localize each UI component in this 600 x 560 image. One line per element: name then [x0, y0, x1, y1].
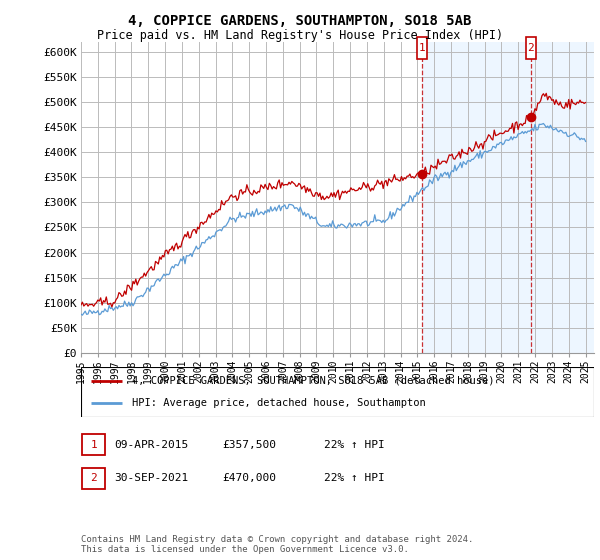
Text: 2: 2: [90, 473, 97, 483]
Text: HPI: Average price, detached house, Southampton: HPI: Average price, detached house, Sout…: [133, 398, 426, 408]
Text: 09-APR-2015: 09-APR-2015: [114, 440, 188, 450]
Bar: [422, 42, 594, 353]
FancyBboxPatch shape: [417, 38, 427, 59]
Text: 22% ↑ HPI: 22% ↑ HPI: [324, 473, 385, 483]
Text: £357,500: £357,500: [222, 440, 276, 450]
Text: 22% ↑ HPI: 22% ↑ HPI: [324, 440, 385, 450]
Text: 1: 1: [419, 43, 425, 53]
Text: 4, COPPICE GARDENS, SOUTHAMPTON, SO18 5AB (detached house): 4, COPPICE GARDENS, SOUTHAMPTON, SO18 5A…: [133, 376, 495, 386]
Text: 2: 2: [527, 43, 535, 53]
FancyBboxPatch shape: [526, 38, 536, 59]
Text: £470,000: £470,000: [222, 473, 276, 483]
Text: Contains HM Land Registry data © Crown copyright and database right 2024.
This d: Contains HM Land Registry data © Crown c…: [81, 535, 473, 554]
Text: 30-SEP-2021: 30-SEP-2021: [114, 473, 188, 483]
Text: 1: 1: [90, 440, 97, 450]
Text: Price paid vs. HM Land Registry's House Price Index (HPI): Price paid vs. HM Land Registry's House …: [97, 29, 503, 42]
Text: 4, COPPICE GARDENS, SOUTHAMPTON, SO18 5AB: 4, COPPICE GARDENS, SOUTHAMPTON, SO18 5A…: [128, 14, 472, 28]
